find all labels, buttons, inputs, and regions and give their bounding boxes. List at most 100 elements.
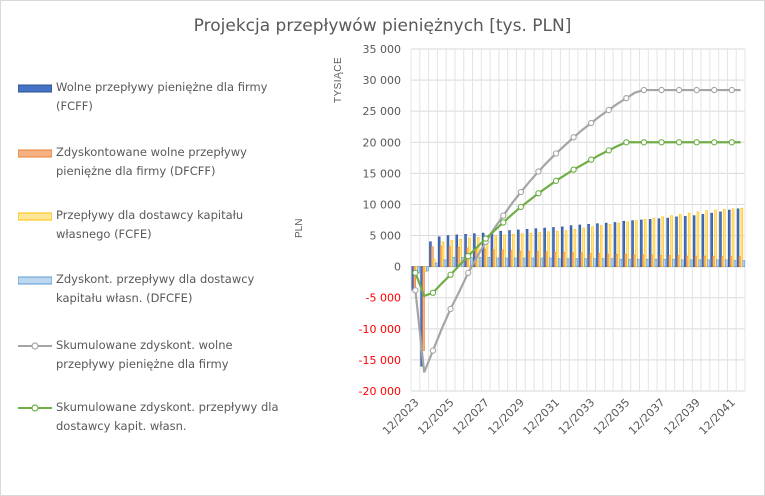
bar (529, 232, 533, 267)
bar (450, 240, 454, 267)
line-point (447, 305, 454, 313)
line-point (535, 168, 542, 175)
bar (584, 258, 587, 267)
bar (478, 257, 482, 267)
line-point (552, 177, 560, 184)
bar (593, 258, 596, 267)
line-point (500, 219, 507, 226)
bar (740, 207, 744, 267)
bar (657, 218, 661, 267)
legend-label-cum-fcff: Skumulowane zdyskont. wolne przepływy pi… (56, 338, 233, 371)
bar (736, 208, 740, 267)
bar (601, 258, 605, 267)
bar (512, 234, 515, 267)
bar (543, 227, 546, 267)
legend-label-fcfe: Przepływy dla dostawcy kapitału własnego… (56, 208, 244, 241)
bar (628, 258, 631, 267)
chart-title: Projekcja przepływów pieniężnych [tys. P… (193, 16, 572, 36)
bar (705, 210, 708, 267)
bar (494, 235, 498, 267)
bar (710, 212, 713, 267)
bar (716, 259, 719, 267)
bar (696, 211, 700, 267)
bar (635, 220, 638, 267)
line-point (588, 119, 595, 127)
x-tick-label: 12/2041 (696, 396, 738, 438)
line-point (640, 86, 648, 94)
bar (626, 221, 629, 267)
bar (719, 211, 722, 267)
x-tick-label: 12/2039 (661, 396, 703, 438)
line-point (605, 147, 612, 154)
x-tick-label: 12/2025 (415, 396, 457, 438)
bar (619, 258, 622, 267)
bar (422, 266, 425, 351)
line-point (728, 86, 735, 94)
legend-label-fcff: Wolne przepływy pieniężne dla firmy (FCF… (56, 80, 268, 113)
bar (714, 209, 717, 267)
line-point (464, 269, 472, 277)
line-point (552, 150, 560, 157)
bar (661, 216, 665, 267)
legend-swatch-cum-fcfe (18, 404, 52, 412)
y-tick-label: -15 000 (359, 354, 401, 367)
legend-swatch-fcfe (18, 212, 52, 221)
bar (426, 266, 429, 272)
bar (503, 234, 506, 267)
bar (513, 257, 517, 267)
line-point (658, 86, 665, 94)
bar (684, 215, 687, 267)
line-point (535, 190, 542, 197)
line-point (711, 139, 718, 146)
bar (505, 257, 508, 267)
y-tick-label: 0 (394, 261, 401, 274)
bar (675, 216, 678, 267)
y-tick-label: 30 000 (363, 74, 402, 87)
bar (599, 225, 603, 267)
y-tick-label: 15 000 (363, 167, 402, 180)
x-tick-label: 12/2031 (521, 396, 563, 438)
bar (566, 258, 570, 267)
legend-label-cum-fcfe: Skumulowane zdyskont. przepływy dla dost… (56, 400, 279, 433)
bar (525, 229, 529, 267)
y-tick-label: 20 000 (363, 136, 402, 149)
bar (496, 257, 499, 267)
bar (508, 230, 511, 267)
y-tick-labels: 35 000 30 000 25 000 20 000 15 000 10 000 5 00… (359, 43, 401, 398)
bar (663, 258, 666, 267)
line-point (447, 271, 454, 278)
bar (687, 212, 691, 267)
y-tick-label: 5 000 (370, 230, 402, 243)
x-tick-label: 12/2023 (380, 396, 422, 438)
bar (582, 227, 585, 267)
legend-swatch-cum-fcff (18, 342, 52, 350)
y-tick-label: 25 000 (363, 105, 402, 118)
bar (534, 228, 538, 267)
bar (452, 257, 455, 267)
bar (670, 215, 673, 267)
bar (517, 229, 520, 267)
line-point (623, 139, 630, 146)
line-point (570, 134, 577, 141)
bar (443, 259, 447, 267)
line-point (675, 139, 683, 146)
bar (499, 230, 502, 267)
x-tick-label: 12/2033 (556, 396, 598, 438)
bars (411, 207, 746, 367)
lines (412, 86, 741, 373)
bar (666, 217, 669, 267)
bar (441, 241, 445, 267)
x-tick-labels: 12/202312/202512/202712/202912/203112/20… (380, 396, 738, 438)
bar (637, 258, 640, 267)
bar (560, 226, 564, 267)
x-tick-label: 12/2029 (485, 396, 527, 438)
bar (549, 257, 552, 267)
bar (573, 229, 577, 267)
bar (680, 259, 684, 267)
line-point (693, 139, 700, 146)
bar (733, 260, 737, 267)
bar (731, 208, 735, 267)
bar (654, 258, 658, 267)
bar (742, 260, 746, 267)
